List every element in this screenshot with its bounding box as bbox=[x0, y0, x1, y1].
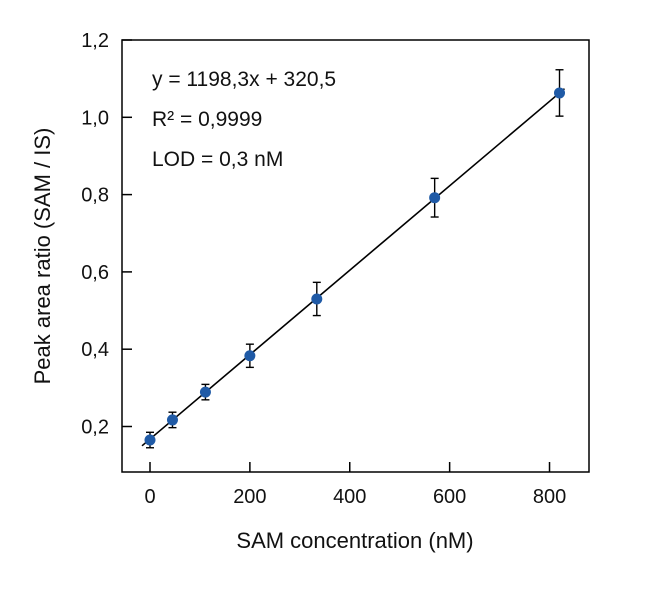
data-point bbox=[554, 87, 566, 99]
x-tick-label: 600 bbox=[433, 486, 466, 508]
data-point bbox=[244, 350, 256, 362]
data-point bbox=[311, 293, 323, 305]
fit-line bbox=[141, 88, 566, 447]
y-tick-label: 0,4 bbox=[81, 339, 109, 361]
y-tick-label: 1,0 bbox=[81, 107, 109, 129]
x-tick-label: 800 bbox=[533, 486, 566, 508]
annotation-r-squared: R² = 0,9999 bbox=[152, 108, 262, 131]
annotation-equation: y = 1198,3x + 320,5 bbox=[152, 68, 336, 91]
data-point bbox=[144, 434, 156, 446]
x-axis-label: SAM concentration (nM) bbox=[236, 528, 473, 553]
y-tick-label: 0,8 bbox=[81, 185, 109, 207]
x-tick-label: 400 bbox=[333, 486, 366, 508]
plot-frame bbox=[121, 39, 590, 473]
data-point bbox=[166, 414, 178, 426]
annotation-lod: LOD = 0,3 nM bbox=[152, 148, 283, 171]
y-tick-label: 0,2 bbox=[81, 417, 109, 439]
y-axis-label: Peak area ratio (SAM / IS) bbox=[30, 128, 55, 385]
x-tick-label: 0 bbox=[144, 486, 155, 508]
x-tick-label: 200 bbox=[233, 486, 266, 508]
y-tick-label: 0,6 bbox=[81, 262, 109, 284]
data-point bbox=[429, 192, 441, 204]
y-tick-label: 1,2 bbox=[81, 30, 109, 52]
data-point bbox=[199, 386, 211, 398]
